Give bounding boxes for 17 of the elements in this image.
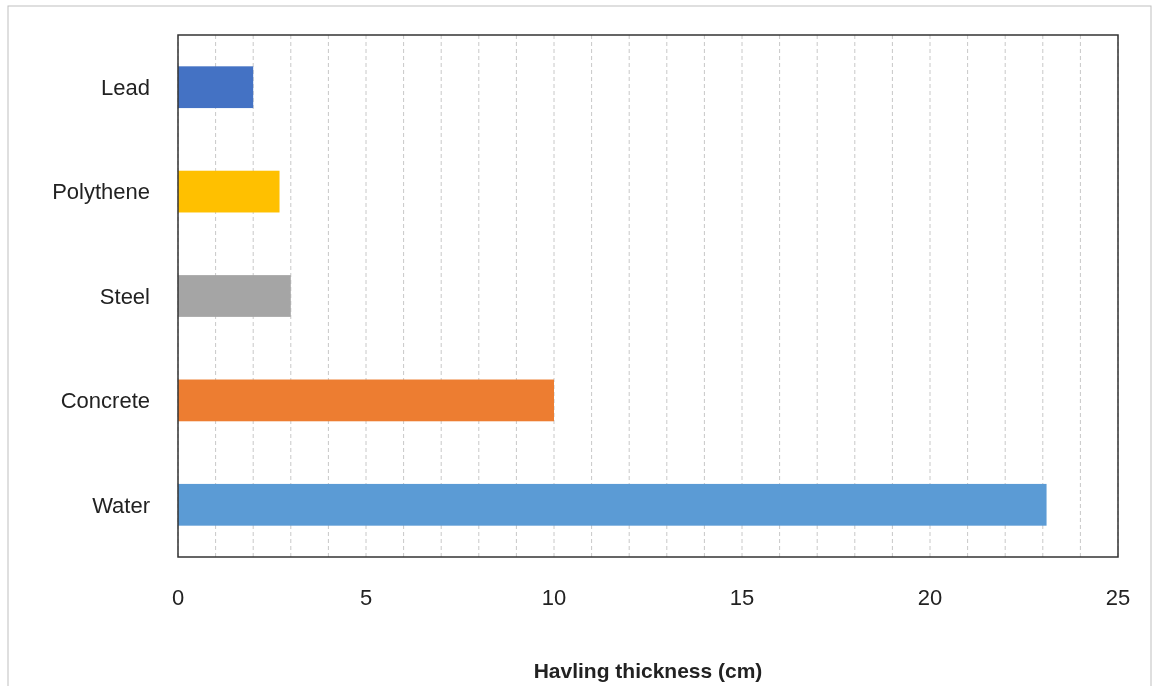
- x-tick-label: 20: [917, 585, 943, 610]
- y-tick-label: Steel: [99, 283, 150, 309]
- bar: [178, 379, 554, 422]
- y-tick-label: Lead: [101, 74, 150, 100]
- y-tick-label: Polythene: [52, 179, 150, 205]
- x-axis-title: Havling thickness (cm): [533, 659, 763, 682]
- x-tick-label: 10: [541, 585, 567, 610]
- bar: [178, 66, 254, 109]
- x-tick-label: 5: [359, 585, 373, 610]
- bar: [178, 275, 291, 317]
- x-tick-label: 15: [729, 585, 755, 610]
- y-tick-label: Concrete: [60, 388, 150, 414]
- x-tick-label: 0: [171, 585, 185, 610]
- bar: [178, 483, 1047, 526]
- bar: [178, 170, 280, 213]
- x-tick-label: 25: [1105, 585, 1131, 610]
- y-tick-label: Water: [92, 492, 150, 518]
